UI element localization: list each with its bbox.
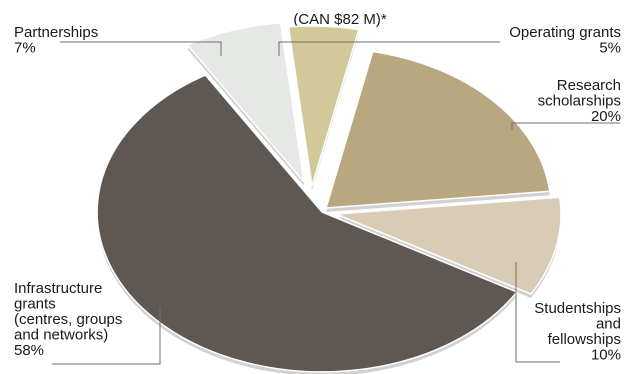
slice-label-1: Research scholarships 20% — [538, 77, 621, 125]
slice-label-5: Operating grants 5% — [509, 24, 621, 57]
slice-label-line: grants — [14, 296, 56, 313]
slice-label-line: and — [596, 316, 621, 333]
slice-label-line: Partnerships — [14, 24, 98, 41]
leader-line-2 — [515, 262, 560, 363]
slice-label-line: Operating grants — [509, 24, 621, 41]
leader-line-1 — [511, 122, 620, 130]
slice-label-4: Partnerships 7% — [14, 24, 98, 57]
slice-label-2: Studentships and fellowships 10% — [534, 300, 621, 364]
slice-label-line: and networks) — [14, 327, 108, 344]
slice-label-line: 58% — [14, 342, 44, 359]
pie-slice-4 — [186, 22, 306, 185]
chart-subtitle: (CAN $82 M)* — [293, 11, 387, 28]
slice-labels: Research scholarships 20% Studentships and fe… — [14, 24, 621, 364]
slice-label-line: Research — [557, 77, 621, 94]
slice-label-line: 7% — [14, 40, 36, 57]
pie-slice-1 — [324, 50, 551, 209]
leader-line-3 — [52, 307, 161, 365]
slice-label-line: Infrastructure — [14, 280, 102, 297]
pie-slice-2 — [335, 196, 562, 295]
slice-label-3: Infrastructure grants (centres, groups and … — [14, 280, 122, 359]
leader-lines — [52, 41, 620, 365]
slice-label-line: Studentships — [534, 300, 621, 317]
slice-label-line: 20% — [591, 108, 621, 125]
leader-line-4 — [60, 41, 222, 56]
pie-slice-3 — [96, 74, 519, 373]
pie-slices — [96, 22, 562, 374]
slice-label-line: 5% — [599, 40, 621, 57]
slice-label-line: fellowships — [548, 331, 621, 348]
pie-slice-5 — [287, 25, 360, 187]
slice-label-line: scholarships — [538, 93, 621, 110]
slice-label-line: (centres, groups — [14, 311, 122, 328]
leader-line-5 — [278, 41, 500, 56]
slice-label-line: 10% — [591, 347, 621, 364]
